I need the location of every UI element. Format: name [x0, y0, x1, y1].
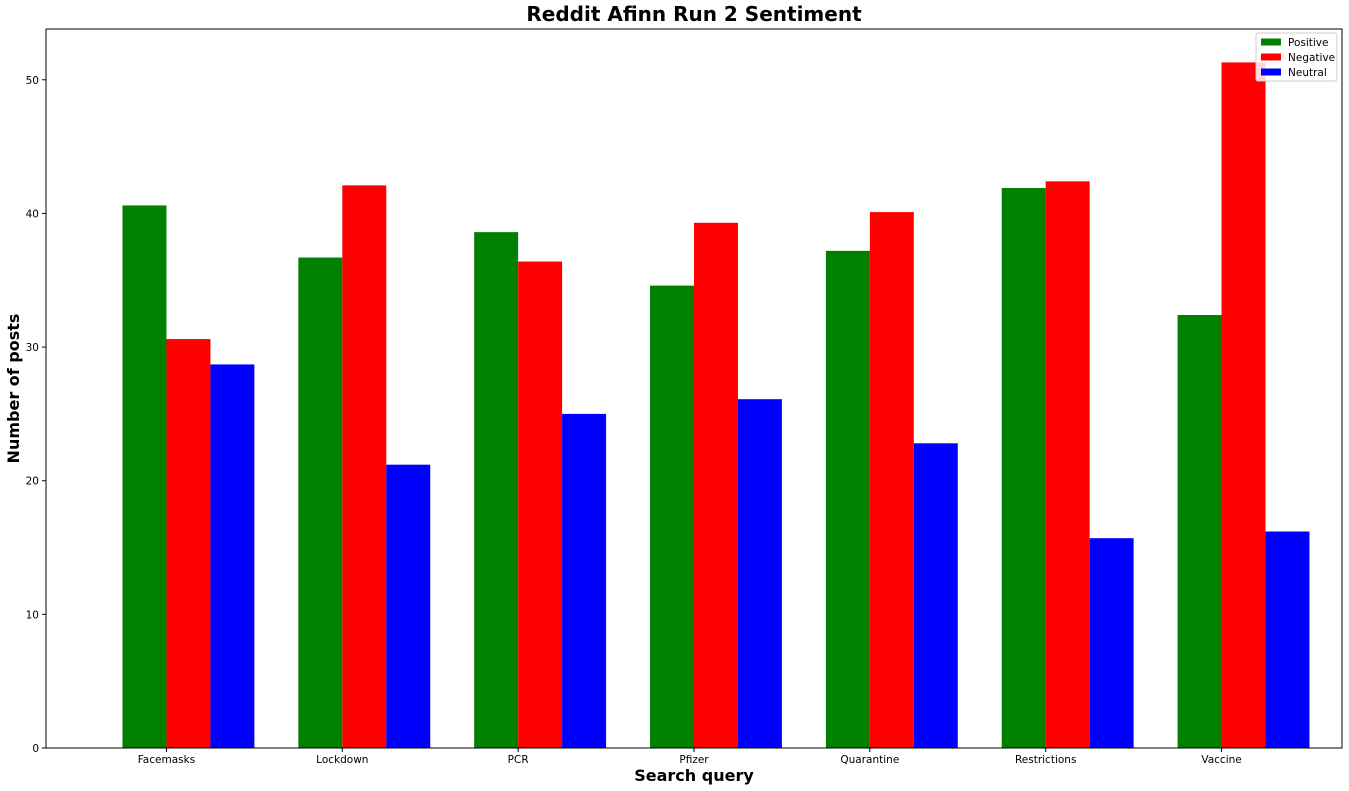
- bar-positive-pcr: [474, 232, 519, 748]
- bar-positive-lockdown: [298, 257, 343, 748]
- legend-swatch-negative: [1261, 53, 1281, 61]
- legend-label-negative: Negative: [1288, 52, 1335, 64]
- bar-negative-quarantine: [869, 212, 914, 749]
- legend-label-positive: Positive: [1288, 37, 1328, 49]
- bar-neutral-vaccine: [1265, 531, 1310, 748]
- bar-negative-pcr: [518, 261, 563, 748]
- x-tick-label: Lockdown: [316, 754, 368, 766]
- y-tick-label: 40: [26, 208, 39, 220]
- y-tick-label: 20: [26, 476, 39, 488]
- bar-negative-vaccine: [1221, 62, 1266, 749]
- bar-negative-restrictions: [1045, 181, 1090, 749]
- chart-title: Reddit Afinn Run 2 Sentiment: [526, 2, 862, 26]
- y-tick-label: 50: [26, 75, 39, 87]
- bar-positive-restrictions: [1001, 188, 1046, 749]
- bar-neutral-pfizer: [737, 399, 782, 748]
- legend-swatch-neutral: [1261, 68, 1281, 76]
- x-tick-label: Restrictions: [1015, 754, 1076, 766]
- x-axis-label: Search query: [634, 766, 754, 785]
- y-tick-label: 0: [32, 743, 39, 755]
- y-axis: 0 10 20 30 40 50: [26, 75, 46, 755]
- bar-positive-vaccine: [1177, 314, 1222, 748]
- bar-neutral-lockdown: [386, 464, 431, 748]
- bars-group: [122, 62, 1310, 749]
- y-tick-label: 10: [26, 609, 39, 621]
- y-axis-label: Number of posts: [4, 314, 23, 464]
- x-tick-label: Quarantine: [840, 754, 899, 766]
- bar-negative-lockdown: [342, 185, 387, 749]
- legend-label-neutral: Neutral: [1288, 67, 1327, 79]
- bar-positive-pfizer: [650, 285, 694, 748]
- y-tick-label: 30: [26, 342, 39, 354]
- bar-negative-facemasks: [166, 339, 211, 748]
- legend: Positive Negative Neutral: [1255, 32, 1338, 82]
- bar-neutral-facemasks: [210, 364, 255, 748]
- x-tick-label: PCR: [508, 754, 529, 766]
- x-tick-label: Vaccine: [1201, 754, 1241, 766]
- bar-neutral-restrictions: [1089, 538, 1134, 748]
- bar-neutral-quarantine: [913, 443, 958, 748]
- x-axis: Facemasks Lockdown PCR Pfizer Quarantine Rest…: [138, 748, 1242, 766]
- bar-positive-quarantine: [825, 250, 870, 748]
- x-tick-label: Pfizer: [679, 754, 709, 766]
- bar-negative-pfizer: [694, 222, 738, 748]
- bar-neutral-pcr: [562, 413, 607, 748]
- legend-swatch-positive: [1261, 38, 1281, 46]
- bar-positive-facemasks: [122, 205, 167, 748]
- x-tick-label: Facemasks: [138, 754, 195, 766]
